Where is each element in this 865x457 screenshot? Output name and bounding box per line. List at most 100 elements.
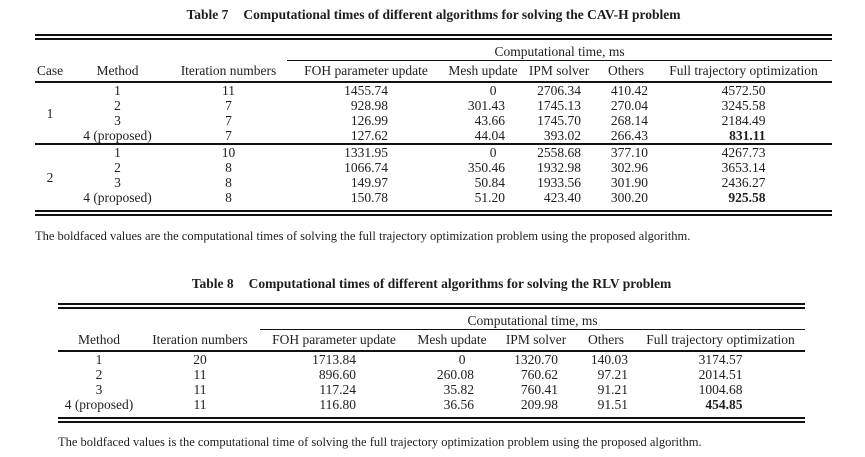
table-row: 2 11 896.60 260.08 760.62 97.21 2014.51 [58, 367, 805, 382]
numeric-value: 0 [489, 145, 497, 160]
column-header-full-trajectory-optimization: Full trajectory optimization [636, 329, 806, 352]
table-7-title: Table 7 Computational times of different … [35, 7, 832, 23]
table-8-section: Table 8 Computational times of different … [0, 276, 865, 450]
cell-others: 91.21 [576, 382, 636, 397]
numeric-value: 301.90 [610, 175, 648, 190]
cell-mesh-update: 35.82 [408, 382, 496, 397]
numeric-value: 393.02 [543, 128, 581, 143]
cell-mesh-update: 0 [445, 82, 521, 98]
numeric-value: 1320.70 [514, 352, 558, 367]
table-row: 2 1 10 1331.95 0 2558.68 377.10 4267.73 [35, 144, 832, 185]
table-row: 2 8 1066.74 350.46 1932.98 302.96 3653.14 [35, 160, 832, 175]
cell-full-trajectory-optimization: 1004.68 [636, 382, 805, 397]
cell-method: 3 [114, 175, 121, 190]
cell-others: 300.20 [597, 190, 655, 213]
cell-foh-parameter-update: 150.78 [287, 190, 445, 213]
columns-row: Method Iteration numbers FOH parameter upd… [58, 329, 806, 352]
numeric-value: 928.98 [350, 98, 388, 113]
numeric-value: 43.66 [474, 113, 505, 128]
cell-foh-parameter-update: 1455.74 [287, 82, 445, 98]
numeric-value: 2184.49 [721, 113, 766, 128]
cell-others: 270.04 [597, 98, 655, 113]
table-row: 1 1 11 1455.74 0 2706.34 410.42 4572.50 [35, 82, 832, 121]
numeric-value: 127.62 [350, 128, 388, 143]
spanner-spacer [35, 37, 287, 61]
table-7-footnote: The boldfaced values are the computation… [35, 229, 691, 243]
cell-method: 2 [114, 98, 121, 113]
spanner-row: Computational time, ms [58, 306, 806, 330]
numeric-value: 1932.98 [537, 160, 581, 175]
cell-mesh-update: 0 [408, 351, 496, 367]
spanner-row: Computational time, ms [35, 37, 833, 61]
numeric-value: 116.80 [319, 397, 356, 412]
case-group-2: 2 1 10 1331.95 0 2558.68 377.10 4267.73 2 8 1066.7… [35, 144, 833, 213]
numeric-value: 266.43 [610, 128, 648, 143]
table-7-wrapper: Table 7 Computational times of different … [35, 7, 833, 244]
numeric-value: 831.11 [729, 128, 766, 143]
numeric-value: 1331.95 [344, 145, 388, 160]
cell-method: 2 [95, 367, 103, 382]
table-row: 3 7 126.99 43.66 1745.70 268.14 2184.49 [35, 113, 832, 128]
table-7-label: Table 7 [186, 7, 229, 22]
numeric-value: 260.08 [436, 367, 474, 382]
cell-ipm-solver: 209.98 [496, 397, 576, 420]
cell-case: 1 [46, 105, 54, 121]
cell-ipm-solver: 423.40 [521, 190, 597, 213]
cell-ipm-solver: 760.62 [496, 367, 576, 382]
cell-ipm-solver: 1745.13 [521, 98, 597, 113]
column-header-iteration-numbers: Iteration numbers [170, 60, 287, 83]
column-header-ipm-solver: IPM solver [521, 60, 597, 83]
cell-others: 266.43 [597, 128, 655, 144]
cell-foh-parameter-update: 126.99 [287, 113, 445, 128]
cell-foh-parameter-update: 117.24 [260, 382, 408, 397]
cell-method: 1 [95, 352, 103, 367]
numeric-value: 140.03 [590, 352, 628, 367]
numeric-value: 97.21 [597, 367, 628, 382]
computational-time-spanner: Computational time, ms [287, 37, 833, 61]
cell-iteration-numbers: 11 [193, 382, 207, 397]
cell-foh-parameter-update: 127.62 [287, 128, 445, 144]
numeric-value: 896.60 [318, 367, 356, 382]
table-row: 3 11 117.24 35.82 760.41 91.21 1004.68 [58, 382, 805, 397]
numeric-value: 36.56 [443, 397, 474, 412]
numeric-value: 150.78 [350, 190, 388, 205]
cell-iteration-numbers: 11 [222, 83, 235, 98]
cell-foh-parameter-update: 896.60 [260, 367, 408, 382]
cell-others: 301.90 [597, 175, 655, 190]
cell-full-trajectory-optimization: 3653.14 [655, 160, 832, 175]
cell-method: 1 [114, 83, 121, 98]
cell-iteration-numbers: 7 [225, 113, 232, 128]
numeric-value: 4267.73 [721, 145, 766, 160]
table-7-head: Computational time, ms Case Method Iterati… [35, 37, 833, 83]
cell-mesh-update: 0 [445, 144, 521, 160]
table-7-caption: Computational times of different algorit… [243, 7, 681, 22]
cell-full-trajectory-optimization: 3245.58 [655, 98, 832, 113]
cell-iteration-numbers: 11 [193, 397, 207, 412]
numeric-value: 35.82 [443, 382, 474, 397]
column-header-method: Method [65, 60, 170, 83]
table-row: 4 (proposed) 8 150.78 51.20 423.40 300.20 925.… [35, 190, 832, 213]
computational-time-spanner: Computational time, ms [260, 306, 806, 330]
numeric-value: 126.99 [350, 113, 388, 128]
cell-foh-parameter-update: 116.80 [260, 397, 408, 420]
cell-others: 302.96 [597, 160, 655, 175]
numeric-value: 0 [489, 83, 497, 98]
cell-mesh-update: 350.46 [445, 160, 521, 175]
cell-ipm-solver: 2558.68 [521, 144, 597, 160]
table-row: 1 20 1713.84 0 1320.70 140.03 3174.57 [58, 351, 805, 367]
cell-foh-parameter-update: 1713.84 [260, 351, 408, 367]
numeric-value: 350.46 [467, 160, 505, 175]
cell-method: 3 [95, 382, 103, 397]
numeric-value: 209.98 [520, 397, 558, 412]
numeric-value: 1004.68 [698, 382, 743, 397]
cell-full-trajectory-optimization: 3174.57 [636, 351, 805, 367]
cell-ipm-solver: 2706.34 [521, 82, 597, 98]
column-header-others: Others [576, 329, 636, 352]
cell-mesh-update: 260.08 [408, 367, 496, 382]
numeric-value: 44.04 [474, 128, 505, 143]
numeric-value: 51.20 [474, 190, 505, 205]
numeric-value: 454.85 [705, 397, 743, 412]
cell-mesh-update: 50.84 [445, 175, 521, 190]
numeric-value: 423.40 [543, 190, 581, 205]
case-group-1: 1 1 11 1455.74 0 2706.34 410.42 4572.50 2 7 928.98… [35, 82, 832, 144]
